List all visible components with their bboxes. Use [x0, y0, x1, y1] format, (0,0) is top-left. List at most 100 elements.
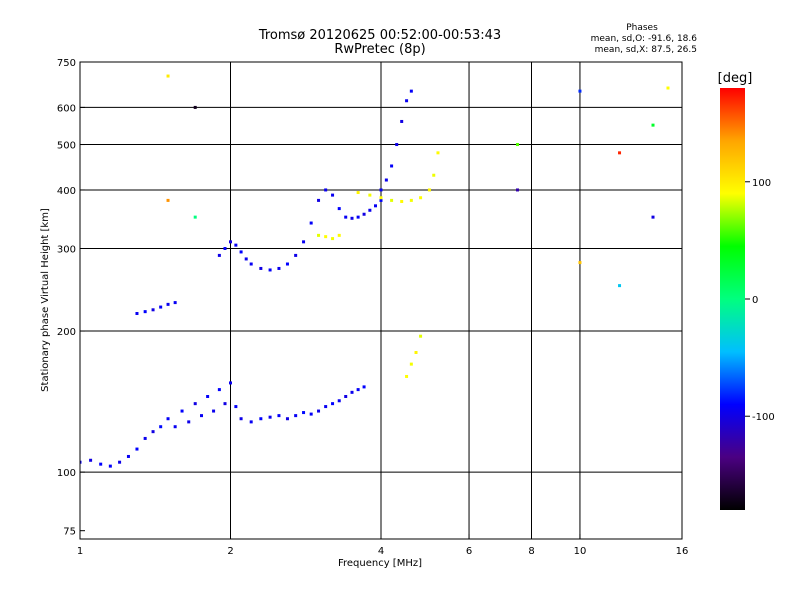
- x-tick-label: 10: [574, 546, 587, 557]
- data-point: [166, 74, 170, 78]
- data-point: [390, 198, 394, 202]
- data-point: [118, 460, 122, 464]
- data-point: [331, 237, 335, 241]
- data-point: [356, 388, 360, 392]
- data-point: [578, 261, 582, 265]
- data-point: [217, 253, 221, 257]
- data-point: [200, 414, 204, 418]
- data-point: [249, 262, 253, 266]
- data-point: [395, 143, 399, 147]
- data-point: [436, 151, 440, 155]
- data-point: [126, 454, 130, 458]
- x-tick-label: 6: [466, 546, 472, 557]
- data-point: [173, 301, 177, 305]
- data-point: [400, 199, 404, 203]
- data-point: [259, 417, 263, 421]
- data-point: [618, 151, 622, 155]
- colorbar-ticks: 100 0 -100: [745, 178, 775, 423]
- data-point: [390, 164, 394, 168]
- data-point: [400, 119, 404, 123]
- data-point: [374, 204, 378, 208]
- data-point: [331, 402, 335, 406]
- data-point: [285, 262, 289, 266]
- y-tick-label: 300: [57, 245, 76, 256]
- y-tick-label: 500: [57, 141, 76, 152]
- data-point: [135, 312, 139, 316]
- data-point: [356, 215, 360, 219]
- x-tick-label: 4: [378, 546, 384, 557]
- data-point: [337, 207, 341, 211]
- data-point: [277, 414, 281, 418]
- data-point: [362, 385, 366, 389]
- data-point: [294, 253, 298, 257]
- data-point: [108, 464, 112, 468]
- data-point: [229, 240, 232, 244]
- data-point: [143, 436, 147, 440]
- phases-o: mean, sd,O: -91.6, 18.6: [591, 34, 698, 44]
- data-point: [324, 188, 328, 192]
- data-point: [419, 196, 423, 200]
- data-point: [309, 221, 313, 225]
- data-point: [151, 430, 155, 434]
- data-point: [259, 266, 263, 270]
- y-tick-label: 400: [57, 186, 76, 197]
- data-point: [350, 390, 354, 394]
- data-point: [344, 215, 348, 219]
- y-tick-label: 75: [63, 527, 76, 538]
- y-tick-label: 100: [57, 468, 76, 479]
- colorbar: [720, 88, 745, 510]
- y-tick-label: 600: [57, 103, 76, 114]
- y-axis-ticks: 75 100 200 300 400 500 600 750: [57, 58, 85, 538]
- data-point: [419, 334, 423, 338]
- colorbar-label: [deg]: [718, 71, 753, 86]
- data-point: [166, 302, 170, 306]
- data-point: [651, 123, 655, 127]
- data-point: [379, 196, 383, 200]
- data-point: [80, 460, 82, 464]
- data-point: [234, 243, 238, 247]
- data-point: [166, 417, 170, 421]
- data-point: [277, 266, 281, 270]
- data-point: [302, 240, 306, 244]
- x-axis-ticks: 1 2 4 6 8 10 16: [77, 534, 688, 557]
- data-point: [223, 247, 227, 251]
- data-point: [193, 105, 197, 109]
- data-point: [379, 198, 383, 202]
- x-tick-label: 2: [227, 546, 233, 557]
- data-point: [337, 399, 341, 403]
- data-point: [515, 143, 519, 147]
- data-point: [414, 350, 418, 354]
- data-point: [344, 395, 348, 399]
- grid-lines: [80, 62, 682, 539]
- data-point: [135, 447, 139, 451]
- data-point: [405, 99, 409, 103]
- x-tick-label: 8: [528, 546, 534, 557]
- data-point: [212, 409, 216, 413]
- data-point: [249, 420, 253, 424]
- chart-title: Tromsø 20120625 00:52:00-00:53:43: [258, 28, 501, 43]
- data-point: [159, 425, 163, 429]
- data-point: [294, 414, 298, 418]
- data-point: [324, 405, 328, 409]
- y-axis-label: Stationary phase Virtual Height [km]: [40, 208, 51, 392]
- data-point: [173, 425, 177, 429]
- data-point: [432, 173, 436, 177]
- data-point: [187, 420, 191, 424]
- data-point: [362, 212, 366, 216]
- data-point: [331, 193, 335, 197]
- data-point: [515, 188, 519, 192]
- data-point: [409, 89, 413, 93]
- data-point: [409, 362, 413, 366]
- data-point: [223, 402, 227, 406]
- data-point: [317, 198, 321, 202]
- data-point: [143, 310, 147, 314]
- data-point: [578, 89, 582, 93]
- data-point: [166, 198, 170, 202]
- data-point: [268, 415, 272, 419]
- data-point: [666, 86, 670, 90]
- data-point: [368, 193, 372, 197]
- phases-x: mean, sd,X: 87.5, 26.5: [595, 45, 697, 55]
- data-point: [151, 308, 155, 312]
- data-point: [193, 402, 197, 406]
